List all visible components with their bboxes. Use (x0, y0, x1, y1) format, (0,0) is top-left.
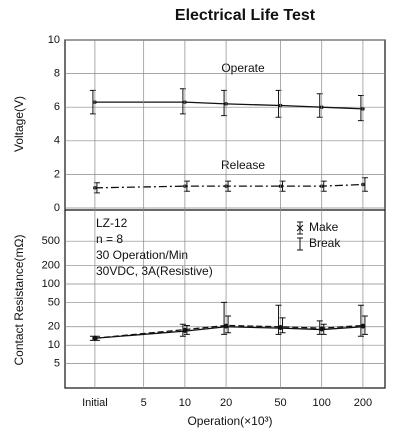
x-tick-label: 20 (220, 397, 232, 409)
y-tick-label: 0 (54, 202, 60, 214)
marker (278, 324, 283, 329)
y-tick-label: 4 (54, 135, 60, 147)
marker (361, 323, 365, 328)
y-tick-label: 6 (54, 101, 60, 113)
y-tick-label: 100 (42, 278, 60, 290)
error-bar (275, 304, 282, 335)
y-tick-label: 2 (54, 168, 60, 180)
y-axis-label: Voltage(V) (12, 96, 26, 152)
y-axis-label: Contact Resistance(mΩ) (12, 234, 26, 365)
annotation: n = 8 (96, 232, 123, 246)
error-bar (361, 315, 368, 335)
x-tick-label: 10 (179, 397, 191, 409)
y-tick-label: 10 (48, 34, 60, 46)
marker (224, 323, 228, 328)
marker (183, 327, 187, 332)
error-bar (225, 315, 232, 334)
y-tick-label: 10 (48, 339, 60, 351)
series-line (94, 324, 363, 339)
legend-label: Break (309, 236, 341, 250)
x-tick-label: 100 (313, 397, 331, 409)
x-tick-label: 200 (354, 397, 372, 409)
marker (93, 336, 97, 341)
y-tick-label: 200 (42, 259, 60, 271)
x-tick-label: 50 (274, 397, 286, 409)
error-bar (357, 304, 364, 337)
series-line (94, 326, 363, 339)
y-tick-label: 500 (42, 235, 60, 247)
y-tick-label: 20 (48, 321, 60, 333)
legend-label: Make (309, 220, 339, 234)
marker (319, 326, 324, 330)
legend-symbol (297, 237, 303, 251)
error-bar (179, 323, 186, 337)
plot-frame (64, 39, 386, 389)
y-tick-label: 50 (48, 296, 60, 308)
chart-title: Electrical Life Test (175, 7, 316, 24)
y-tick-label: 8 (54, 68, 60, 80)
error-bar (320, 323, 327, 335)
x-tick-label: 5 (141, 397, 147, 409)
legend-symbol (296, 221, 304, 235)
x-tick-label: Initial (82, 397, 108, 409)
error-bar (279, 317, 286, 334)
error-bar (183, 324, 190, 335)
error-bar (221, 301, 228, 335)
error-bar (93, 335, 100, 341)
annotation: 30VDC, 3A(Resistive) (96, 264, 213, 278)
annotation: LZ-12 (96, 216, 128, 230)
x-axis-label: Operation(×10³) (187, 414, 272, 428)
annotation: Release (221, 158, 265, 172)
series-line (94, 101, 363, 110)
y-tick-label: 5 (54, 358, 60, 370)
annotation: Operate (221, 61, 265, 75)
annotation: 30 Operation/Min (96, 248, 188, 262)
